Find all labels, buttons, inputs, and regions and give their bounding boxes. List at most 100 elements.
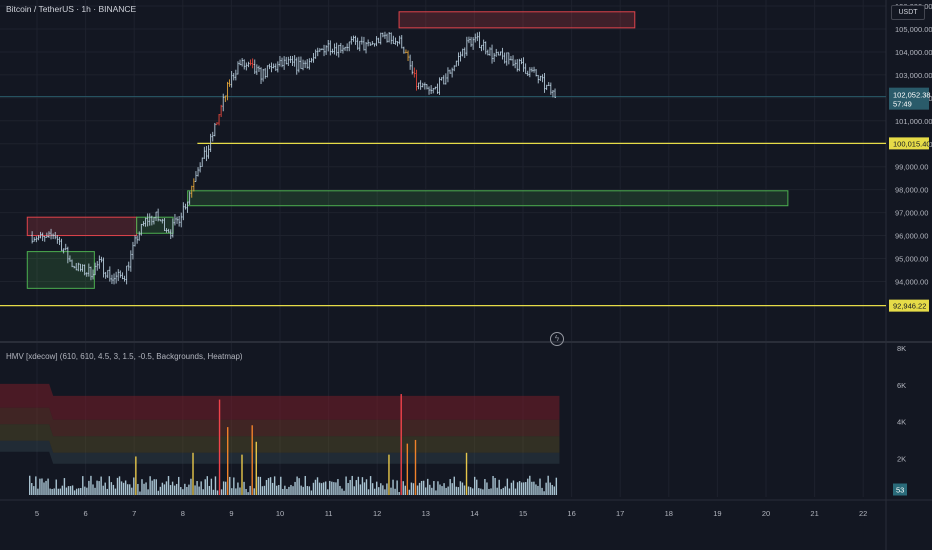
volume-bar [416,485,419,495]
volume-tick-label: 6K [897,381,906,390]
volume-bar [239,487,241,495]
volume-bar [347,483,349,495]
time-tick-label: 22 [859,509,867,518]
volume-bar [139,491,141,495]
volume-bar [367,489,370,495]
volume-bar [282,488,284,495]
volume-bar [265,479,268,495]
volume-bar [208,485,211,495]
volume-bar [476,479,478,495]
volume-bar [122,482,125,495]
volume-bar [427,478,429,495]
volume-bar [555,477,558,495]
volume-bar [410,482,413,495]
price-tick-label: 105,000.00 [895,25,932,34]
volume-bar [431,487,433,495]
countdown-label: 57:49 [893,100,912,109]
volume-bar [61,485,64,495]
volume-bar [310,490,313,495]
volume-bar [116,477,119,495]
volume-bar [294,481,296,495]
volume-bar [516,482,519,495]
volume-bar [167,476,170,495]
volume-bar [227,427,229,495]
volume-bar [216,490,219,495]
time-tick-label: 9 [229,509,233,518]
volume-bar [339,485,341,495]
volume-bar [235,488,237,495]
volume-bar [322,482,325,495]
price-tick-label: 101,000.00 [895,117,932,126]
volume-bar [373,488,376,495]
volume-bar [382,485,384,495]
volume-bar [496,487,498,495]
lightning-icon[interactable]: ϟ [550,332,564,346]
time-tick-label: 20 [762,509,770,518]
volume-bar [400,394,402,495]
price-tick-label: 104,000.00 [895,48,932,57]
volume-bar [171,481,174,495]
indicator-title: HMV [xdecow] (610, 610, 4.5, 3, 1.5, -0.… [6,352,243,361]
volume-bar [169,485,172,495]
symbol-title: Bitcoin / TetherUS · 1h · BINANCE [6,4,137,14]
volume-bar [504,486,507,495]
time-tick-label: 21 [810,509,818,518]
volume-bar [547,475,549,495]
volume-bar [502,487,504,495]
volume-bar [249,485,251,495]
volume-bar [243,481,245,495]
volume-bar [259,476,262,495]
volume-bar [324,481,327,495]
volume-bar [288,486,290,495]
volume-bar [518,481,521,495]
volume-bar [55,479,57,495]
volume-bar [114,488,117,495]
volume-bar [88,480,90,495]
volume-bar [551,484,553,495]
volume-bar [529,475,531,495]
volume-bar [110,482,113,495]
volume-bar [271,482,274,495]
volume-bar [133,477,135,495]
time-tick-label: 7 [132,509,136,518]
level-tag-label: 92,946.22 [893,302,926,311]
time-tick-label: 6 [84,509,88,518]
volume-bar [147,489,149,495]
volume-bar [371,483,374,495]
volume-bar [414,439,417,495]
volume-bar [378,487,380,495]
volume-bar [300,485,302,495]
volume-bar [151,480,153,495]
volume-bar [194,485,196,495]
volume-bar [92,484,94,495]
volume-bar [316,477,319,495]
current-price-tag [889,87,929,110]
volume-bar [175,483,178,495]
volume-bar [180,487,182,495]
volume-bar [102,485,104,495]
volume-bar [447,486,449,495]
supply-zone [398,11,636,29]
volume-bar [173,485,176,495]
volume-bar [149,476,151,495]
volume-bar [206,476,208,495]
volume-bar [357,476,360,495]
volume-bar [494,477,496,495]
volume-bar [508,488,511,495]
volume-bar [412,483,415,495]
volume-bar [253,488,255,495]
volume-bar [425,487,427,495]
volume-bar [335,482,337,495]
volume-bar [229,476,231,495]
volume-bar [514,488,517,495]
volume-bar [286,488,288,495]
volume-bar [445,487,447,495]
currency-button[interactable]: USDT [891,5,925,20]
volume-bar [392,479,394,495]
volume-bar [369,476,372,495]
volume-bar [120,481,123,495]
volume-bar [480,488,482,495]
volume-bar [537,485,539,495]
volume-axis: 8K 6K 4K 2K 53 [893,344,907,496]
